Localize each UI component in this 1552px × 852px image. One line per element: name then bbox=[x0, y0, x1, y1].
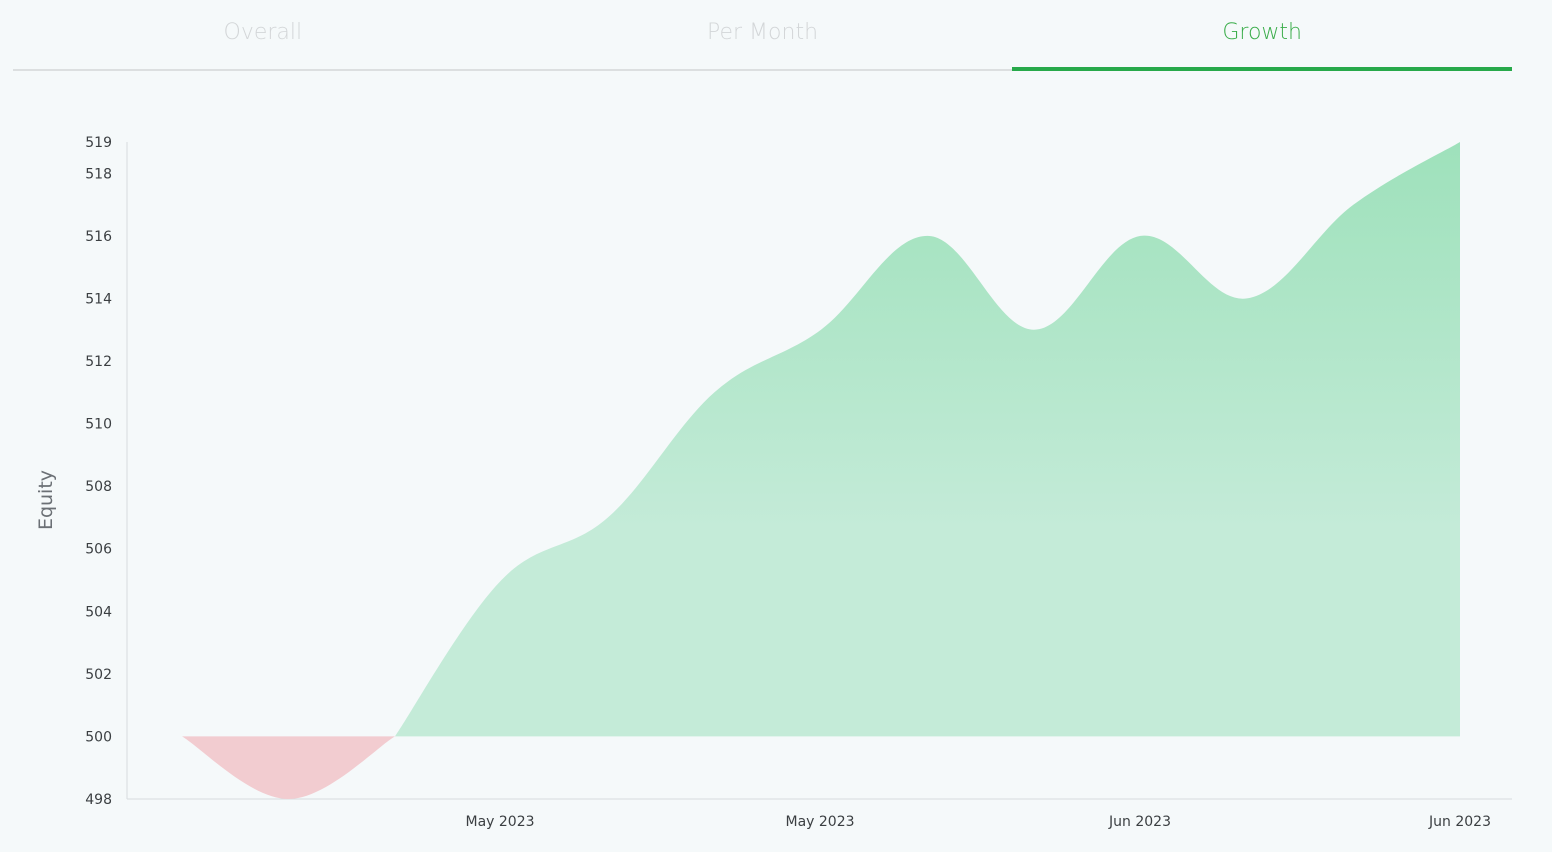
y-tick-label: 500 bbox=[85, 729, 112, 745]
x-tick-label: May 2023 bbox=[465, 814, 534, 830]
tab-per-month[interactable]: Per Month bbox=[707, 20, 819, 45]
y-tick-label: 498 bbox=[85, 792, 112, 808]
negative-equity-area bbox=[182, 736, 395, 799]
area-series bbox=[182, 142, 1460, 799]
x-tick-label: Jun 2023 bbox=[1428, 814, 1491, 830]
x-tick-label: Jun 2023 bbox=[1108, 814, 1171, 830]
y-tick-label: 514 bbox=[85, 291, 112, 307]
y-axis-ticks: 498 500 502 504 506 508 510 512 514 516 518 519 bbox=[85, 135, 112, 808]
y-tick-label: 516 bbox=[85, 229, 112, 245]
y-tick-label: 506 bbox=[85, 542, 112, 558]
y-tick-label: 510 bbox=[85, 417, 112, 433]
y-tick-label: 502 bbox=[85, 667, 112, 683]
tab-overall[interactable]: Overall bbox=[223, 20, 303, 45]
axes bbox=[126, 142, 1512, 800]
y-axis-title: Equity bbox=[35, 470, 57, 530]
tab-growth[interactable]: Growth bbox=[1012, 0, 1512, 71]
y-tick-label: 504 bbox=[85, 604, 112, 620]
positive-equity-area bbox=[395, 142, 1460, 737]
y-tick-label: 512 bbox=[85, 354, 112, 370]
tab-bar: Overall Per Month Growth bbox=[13, 0, 1512, 71]
y-tick-label: 519 bbox=[85, 135, 112, 151]
y-tick-label: 508 bbox=[85, 479, 112, 495]
y-tick-label: 518 bbox=[85, 166, 112, 182]
x-axis-ticks: May 2023 May 2023 Jun 2023 Jun 2023 bbox=[465, 814, 1491, 830]
x-tick-label: May 2023 bbox=[785, 814, 854, 830]
